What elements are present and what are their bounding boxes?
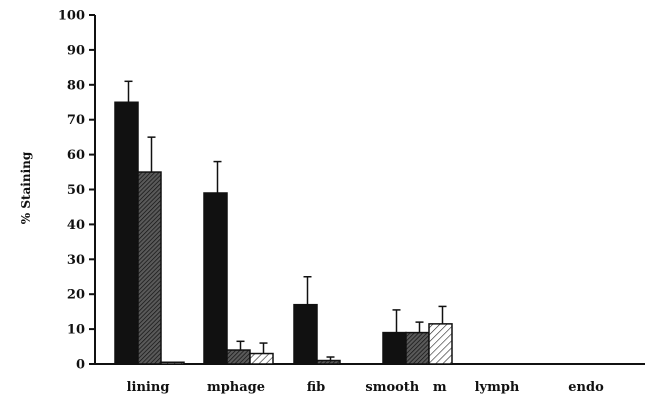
y-tick-label: 10 [67,323,85,338]
bar [428,323,453,365]
bar [382,331,407,365]
y-axis-title: % Staining [19,151,33,224]
y-tick-label: 90 [67,43,85,58]
y-tick-label: 0 [76,358,85,373]
bar [249,352,274,365]
x-category-label: smooth m [365,380,446,395]
y-tick-label: 30 [67,253,85,268]
y-tick-label: 60 [67,148,85,163]
y-tick-label: 20 [67,288,85,303]
x-category-label: endo [568,380,604,395]
y-tick-label: 70 [67,113,85,128]
x-category-label: lining [127,380,170,395]
bar [114,101,139,365]
bar [405,331,430,365]
x-category-label: mphage [207,380,265,395]
y-tick-label: 100 [58,9,85,24]
x-category-label: fib [307,380,326,395]
bar [203,192,228,365]
x-category-label: lymph [475,380,520,395]
y-axis-title-group: % Staining [19,151,33,224]
y-tick-label: 50 [67,183,85,198]
bar [293,303,318,365]
bar [226,349,251,365]
bar [316,359,341,365]
axes [89,14,645,365]
bar [137,171,162,365]
y-tick-label: 80 [67,78,85,93]
bars [114,80,453,365]
labels: 0 10 20 30 40 50 60 70 80 90 100 lining mphage fib smo… [58,9,604,396]
y-tick-label: 40 [67,218,85,233]
bar [160,361,185,365]
